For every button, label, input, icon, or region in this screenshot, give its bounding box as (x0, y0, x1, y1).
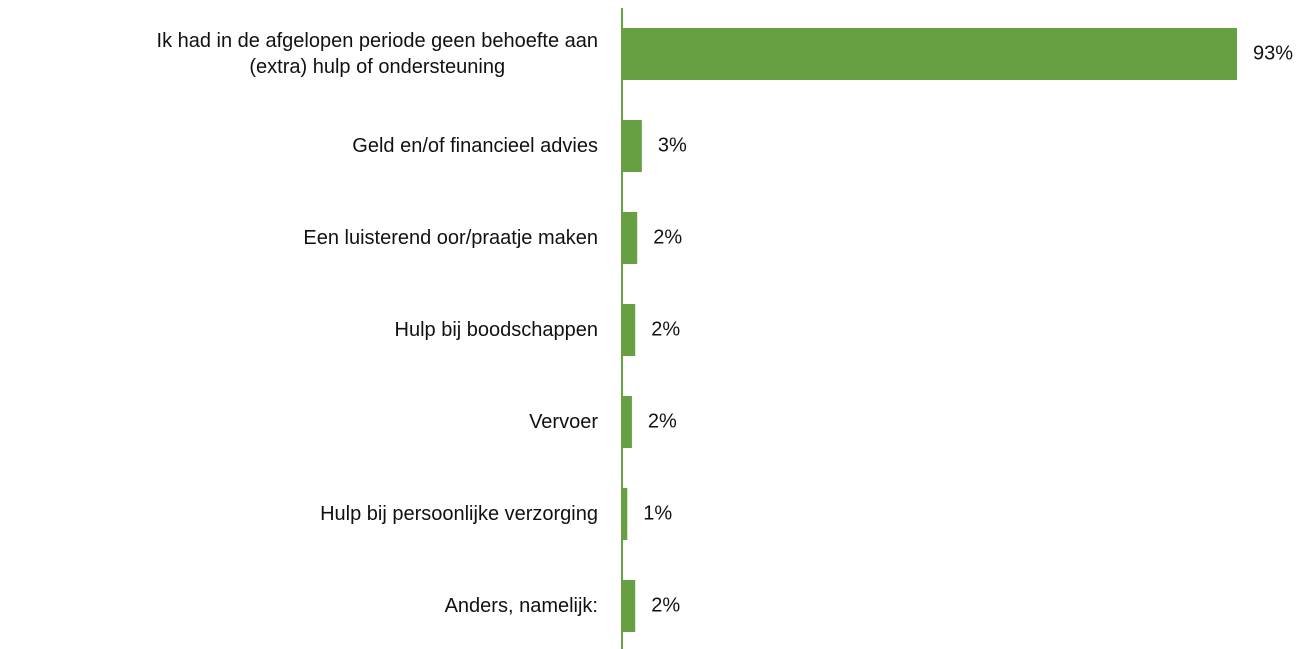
category-label: Hulp bij persoonlijke verzorging (320, 503, 598, 525)
value-label: 1% (643, 502, 673, 525)
category-label: Hulp bij boodschappen (394, 319, 599, 341)
value-label: 93% (1253, 42, 1294, 65)
value-label: 2% (651, 318, 681, 341)
category-label: Vervoer (529, 411, 598, 433)
bar (622, 580, 636, 632)
category-label: Ik had in de afgelopen periode geen beho… (156, 30, 598, 78)
category-label: Een luisterend oor/praatje maken (303, 227, 598, 249)
bar (622, 212, 638, 264)
bar (622, 28, 1237, 80)
category-label: Geld en/of financieel advies (352, 135, 598, 157)
value-label: 2% (647, 410, 677, 433)
category-label: Anders, namelijk: (444, 595, 598, 617)
bar (622, 120, 642, 172)
value-label: 2% (651, 594, 681, 617)
bar (622, 488, 628, 540)
bar (622, 304, 636, 356)
bar (622, 396, 632, 448)
value-label: 3% (657, 134, 687, 157)
value-label: 2% (653, 226, 683, 249)
